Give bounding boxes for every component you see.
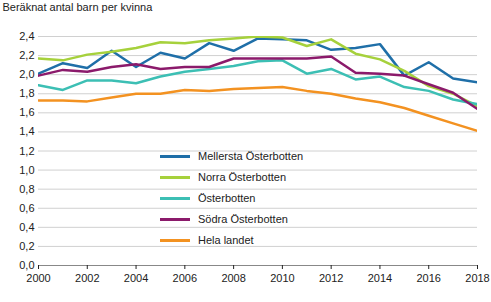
- svg-text:0,6: 0,6: [19, 202, 34, 214]
- svg-text:2,0: 2,0: [19, 68, 34, 80]
- svg-text:0,2: 0,2: [19, 240, 34, 252]
- svg-text:2016: 2016: [416, 272, 440, 284]
- svg-text:2002: 2002: [75, 272, 99, 284]
- svg-text:2014: 2014: [368, 272, 392, 284]
- svg-text:2012: 2012: [319, 272, 343, 284]
- svg-text:1,4: 1,4: [19, 125, 34, 137]
- svg-text:1,8: 1,8: [19, 87, 34, 99]
- svg-text:2004: 2004: [124, 272, 148, 284]
- svg-text:2010: 2010: [270, 272, 294, 284]
- svg-text:2000: 2000: [26, 272, 50, 284]
- html-text:Norra Österbotten: Norra Österbotten: [198, 171, 286, 183]
- svg-text:2,4: 2,4: [19, 30, 34, 42]
- html-text:Södra Österbotten: Södra Österbotten: [198, 213, 288, 225]
- svg-text:2,2: 2,2: [19, 49, 34, 61]
- html-text:Mellersta Österbotten: Mellersta Österbotten: [198, 150, 304, 162]
- svg-text:2006: 2006: [173, 272, 197, 284]
- svg-text:1,6: 1,6: [19, 106, 34, 118]
- svg-text:2018: 2018: [465, 272, 489, 284]
- svg-text:Beräknat antal barn per kvinna: Beräknat antal barn per kvinna: [3, 1, 154, 13]
- svg-text:0,4: 0,4: [19, 221, 34, 233]
- svg-text:1,2: 1,2: [19, 145, 34, 157]
- svg-text:0,0: 0,0: [19, 259, 34, 271]
- html-text:Österbotten: Österbotten: [198, 192, 256, 204]
- svg-text:1,0: 1,0: [19, 164, 34, 176]
- svg-text:0,8: 0,8: [19, 183, 34, 195]
- svg-text:2008: 2008: [221, 272, 245, 284]
- html-text:Hela landet: Hela landet: [198, 234, 254, 246]
